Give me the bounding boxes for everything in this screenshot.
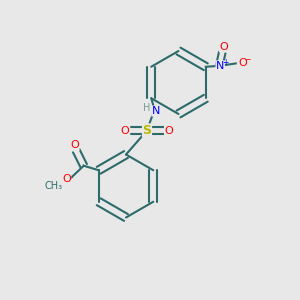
Text: CH₃: CH₃ xyxy=(45,181,63,191)
Text: N: N xyxy=(152,106,160,116)
Text: O: O xyxy=(164,125,173,136)
Text: S: S xyxy=(142,124,152,137)
Text: O: O xyxy=(121,125,130,136)
Text: H: H xyxy=(143,103,151,113)
Text: O: O xyxy=(62,174,71,184)
Text: O: O xyxy=(219,42,228,52)
Text: O: O xyxy=(70,140,79,150)
Text: −: − xyxy=(244,55,250,64)
Text: +: + xyxy=(223,58,229,67)
Text: O: O xyxy=(238,58,247,68)
Text: N: N xyxy=(216,61,224,71)
